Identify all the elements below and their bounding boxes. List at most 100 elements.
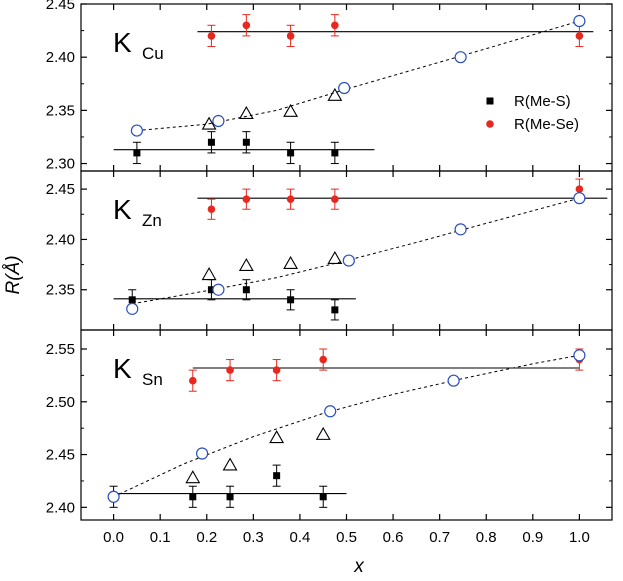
me-se-point xyxy=(331,195,339,203)
y-tick-label: 2.40 xyxy=(46,49,75,66)
open-triangle-point xyxy=(185,470,201,484)
x-tick-label: 0.2 xyxy=(196,529,217,546)
me-s-point xyxy=(128,296,136,304)
panel-label: K xyxy=(113,353,132,384)
open-circle-point xyxy=(126,302,139,315)
open-circle-point xyxy=(454,51,467,64)
me-se-point xyxy=(331,21,339,30)
me-s-point xyxy=(287,296,295,304)
x-tick-label: 0.6 xyxy=(383,529,404,546)
panel-label-subscript: Zn xyxy=(142,211,162,230)
trend-curve-dashed xyxy=(136,20,580,132)
x-tick-label: 0.3 xyxy=(243,529,264,546)
y-axis-title: R(Å) xyxy=(3,255,24,294)
me-s-point xyxy=(287,149,295,157)
y-tick-label: 2.35 xyxy=(46,282,75,299)
x-tick-label: 0.7 xyxy=(429,529,450,546)
y-tick-label: 2.40 xyxy=(46,499,75,516)
legend-marker-circle xyxy=(486,120,494,128)
me-se-point xyxy=(207,32,216,40)
me-se-point xyxy=(207,205,216,214)
open-circle-point xyxy=(212,283,225,296)
open-triangle-point xyxy=(201,116,217,130)
y-tick-label: 2.55 xyxy=(46,341,75,358)
panel-frame xyxy=(80,170,613,331)
me-se-point xyxy=(286,32,295,40)
y-tick-label: 2.40 xyxy=(46,231,75,248)
x-axis-title: x xyxy=(353,556,365,577)
me-s-point xyxy=(189,493,197,501)
open-triangle-point xyxy=(315,426,331,440)
me-s-point xyxy=(242,138,250,146)
me-s-point xyxy=(331,306,339,314)
open-triangle-point xyxy=(238,105,254,119)
open-triangle-point xyxy=(238,257,254,272)
open-circle-point xyxy=(573,14,586,28)
me-se-point xyxy=(242,21,251,30)
legend-label: R(Me-S) xyxy=(514,93,571,110)
me-s-point xyxy=(226,493,234,501)
open-circle-point xyxy=(324,405,337,418)
open-circle-point xyxy=(107,490,120,503)
open-circle-point xyxy=(342,254,355,267)
x-tick-label: 0.0 xyxy=(103,529,124,546)
y-tick-label: 2.30 xyxy=(46,156,75,173)
panel-0: 2.30 2.35 2.40 2.45 K Cu xyxy=(46,0,613,173)
me-se-point xyxy=(319,355,328,364)
y-tick-label: 2.45 xyxy=(46,181,75,198)
open-circle-point xyxy=(573,349,586,362)
me-s-point xyxy=(319,493,327,501)
y-tick-label: 2.45 xyxy=(46,447,75,464)
open-triangle-point xyxy=(327,250,343,264)
me-se-point xyxy=(188,376,197,385)
open-circle-point xyxy=(454,223,467,236)
open-circle-point xyxy=(338,81,351,95)
panels-layer: 2.302.352.402.45K Cu2.352.402.45K Zn2.402.… xyxy=(46,0,613,521)
trend-curve-dashed xyxy=(132,197,580,305)
me-s-point xyxy=(331,149,339,157)
x-axis: 0.0 0.1 0.2 0.3 0.4 0.5 0.6 0.7 0.8 0.9 1.0 xyxy=(103,529,590,546)
me-se-point xyxy=(242,195,251,203)
me-se-point xyxy=(286,195,295,203)
x-tick-label: 0.5 xyxy=(336,529,357,546)
me-s-point xyxy=(207,286,215,294)
me-se-point xyxy=(575,185,584,193)
open-triangle-point xyxy=(222,457,238,471)
me-s-point xyxy=(242,286,250,294)
panel-label: K xyxy=(113,194,132,225)
open-circle-point xyxy=(130,124,143,137)
x-tick-label: 0.8 xyxy=(476,529,497,546)
legend-marker-square xyxy=(486,97,494,105)
trend-curve-dashed xyxy=(113,354,580,498)
open-circle-point xyxy=(212,114,225,128)
open-triangle-point xyxy=(283,103,299,117)
y-tick-label: 2.35 xyxy=(46,102,75,119)
open-triangle-point xyxy=(283,255,299,270)
x-tick-label: 0.9 xyxy=(522,529,543,546)
panel-frame xyxy=(80,329,613,521)
me-se-point xyxy=(226,366,234,374)
open-circle-point xyxy=(196,447,209,460)
me-se-point xyxy=(272,366,281,374)
panel-1: 2.35 2.40 2.45 K Zn xyxy=(46,170,613,331)
open-triangle-point xyxy=(327,87,343,101)
me-s-point xyxy=(207,138,215,146)
open-circle-point xyxy=(573,192,586,205)
legend: R(Me-S) R(Me-Se) xyxy=(486,93,579,133)
me-s-point xyxy=(133,149,141,157)
open-triangle-point xyxy=(201,267,217,281)
x-tick-label: 0.4 xyxy=(289,529,310,546)
open-circle-point xyxy=(447,374,460,387)
y-tick-label: 2.50 xyxy=(46,394,75,411)
open-triangle-point xyxy=(269,430,285,444)
me-se-point xyxy=(575,32,584,40)
y-tick-label: 2.45 xyxy=(46,0,75,13)
panel-label: K xyxy=(113,27,132,58)
me-s-point xyxy=(273,472,281,480)
x-tick-label: 1.0 xyxy=(569,529,590,546)
x-tick-label: 0.1 xyxy=(150,529,171,546)
panel-label-subscript: Cu xyxy=(142,44,164,63)
legend-label: R(Me-Se) xyxy=(514,116,579,133)
panel-label-subscript: Sn xyxy=(142,370,163,389)
